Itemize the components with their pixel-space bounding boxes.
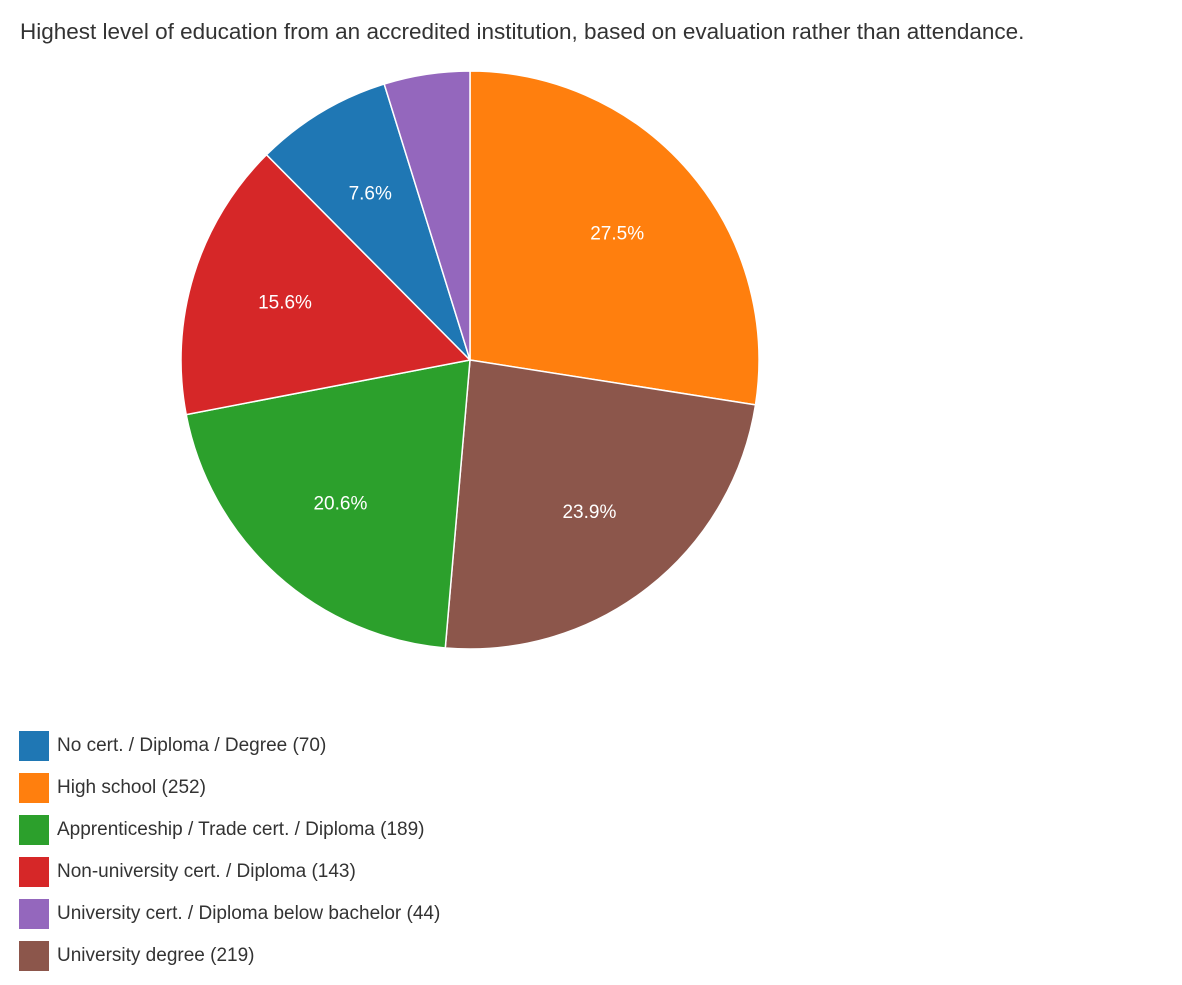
legend-label: Apprenticeship / Trade cert. / Diploma (…: [57, 819, 425, 840]
legend-item-high-school[interactable]: High school (252): [19, 773, 440, 803]
legend: No cert. / Diploma / Degree (70) High sc…: [19, 731, 440, 983]
legend-item-no-cert[interactable]: No cert. / Diploma / Degree (70): [19, 731, 440, 761]
legend-swatch: [19, 731, 49, 761]
pie-slice-no-cert[interactable]: [265, 83, 471, 361]
pie-slice-university-cert[interactable]: [383, 70, 471, 361]
slice-label-high-school: 27.5%: [590, 224, 644, 245]
legend-swatch: [19, 941, 49, 971]
legend-item-apprenticeship[interactable]: Apprenticeship / Trade cert. / Diploma (…: [19, 815, 440, 845]
legend-label: High school (252): [57, 777, 206, 798]
pie-slice-high-school[interactable]: [469, 70, 760, 406]
legend-label: University cert. / Diploma below bachelo…: [57, 903, 441, 924]
slice-label-non-university: 15.6%: [258, 292, 312, 313]
slice-label-no-cert: 7.6%: [349, 184, 392, 205]
legend-label: Non-university cert. / Diploma (143): [57, 861, 356, 882]
pie-chart: 27.5% 23.9% 20.6% 15.6% 7.6%: [180, 70, 760, 650]
chart-title: Highest level of education from an accre…: [20, 19, 1025, 44]
legend-swatch: [19, 815, 49, 845]
legend-item-university-cert[interactable]: University cert. / Diploma below bachelo…: [19, 899, 440, 929]
pie-slice-non-university[interactable]: [180, 153, 472, 416]
legend-swatch: [19, 773, 49, 803]
legend-item-non-university[interactable]: Non-university cert. / Diploma (143): [19, 857, 440, 887]
legend-label: University degree (219): [57, 945, 255, 966]
legend-item-university-degree[interactable]: University degree (219): [19, 941, 440, 971]
legend-swatch: [19, 857, 49, 887]
slice-label-university-degree: 23.9%: [562, 502, 616, 523]
slice-label-apprenticeship: 20.6%: [313, 493, 367, 514]
pie-slice-university-degree[interactable]: [444, 359, 757, 650]
legend-swatch: [19, 899, 49, 929]
legend-label: No cert. / Diploma / Degree (70): [57, 735, 327, 756]
pie-slice-apprenticeship[interactable]: [185, 359, 471, 649]
